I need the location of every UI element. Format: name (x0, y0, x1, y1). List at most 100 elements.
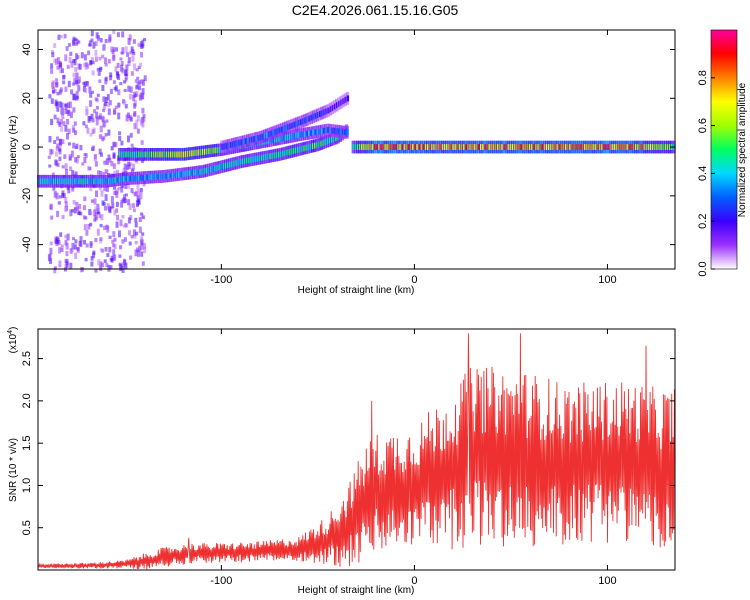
spectrogram-noise-cell (84, 124, 88, 129)
spectrogram-noise-cell (116, 32, 120, 38)
spectrogram-noise-cell (56, 143, 60, 148)
spectrogram-noise-cell (109, 75, 113, 81)
spectrogram-noise-cell (61, 139, 65, 145)
spectrogram-noise-cell (109, 72, 113, 78)
spectrogram-noise-cell (58, 148, 62, 155)
spectrogram-noise-cell (123, 69, 127, 76)
spectrogram-noise-cell (137, 65, 141, 70)
spectrogram-noise-cell (56, 65, 60, 70)
spectrogram-noise-cell (114, 142, 118, 148)
spectrogram-noise-cell (90, 255, 94, 261)
snr-multiplier: (x104) (7, 327, 19, 354)
snr-xtick-label: -100 (210, 575, 232, 587)
spectrogram-noise-cell (67, 186, 71, 194)
spectrogram-xlabel: Height of straight line (km) (298, 285, 415, 296)
spectrogram-noise-cell (120, 202, 124, 208)
spectrogram-noise-cell (83, 240, 86, 245)
spectrogram-noise-cell (64, 86, 68, 92)
snr-series-line (37, 333, 675, 570)
spectrogram-noise-cell (89, 92, 93, 98)
spectrogram-noise-cell (66, 118, 70, 125)
spectrogram-noise-cell (115, 190, 119, 195)
spectrogram-noise-cell (112, 243, 115, 248)
spectrogram-noise-cell (58, 101, 62, 108)
spectrogram-noise-cell (59, 62, 63, 69)
spectrogram-noise-cell (114, 85, 118, 92)
snr-xlabel: Height of straight line (km) (298, 585, 415, 596)
spectrogram-noise-cell (118, 131, 122, 136)
snr-xtick-label: 100 (598, 575, 616, 587)
spectrogram-noise-cell (58, 247, 62, 254)
spectrogram-noise-cell (115, 169, 119, 177)
spectrogram-ridge-cell (308, 115, 311, 122)
spectrogram-noise-cell (59, 87, 63, 93)
spectrogram-noise-cell (61, 113, 65, 120)
spectrogram-noise-cell (132, 208, 136, 213)
spectrogram-noise-cell (105, 262, 109, 268)
spectrogram-noise-cell (55, 192, 59, 200)
spectrogram-noise-cell (85, 243, 89, 248)
spectrogram-noise-cell (83, 156, 87, 164)
spectrogram-noise-cell (95, 119, 99, 126)
spectrogram-noise-cell (139, 187, 143, 193)
spectrogram-noise-cell (53, 140, 57, 144)
spectrogram-noise-cell (80, 266, 83, 273)
spectrogram-noise-cell (74, 130, 77, 135)
spectrogram-noise-cell (93, 215, 97, 220)
snr-multiplier-exp: 4 (7, 330, 14, 334)
spectrogram-ylabel: Frequency (Hz) (8, 116, 19, 185)
colorbar: 0.0 0.2 0.4 0.6 0.8 Normalized spectral ampl… (697, 29, 748, 277)
spectrogram-noise-cell (123, 88, 127, 93)
spectrogram-noise-cell (133, 122, 137, 130)
spectrogram-noise-cell (64, 109, 68, 115)
spectrogram-noise-cell (65, 169, 68, 175)
spectrogram-noise-cell (103, 160, 107, 165)
spectrogram-ridge-cell (297, 132, 300, 139)
spectrogram-noise-cell (56, 210, 60, 218)
spectrogram-noise-cell (57, 239, 61, 245)
colorbar-gradient (711, 30, 737, 269)
spectrogram-noise-cell (143, 242, 146, 250)
spectrogram-noise-cell (97, 259, 101, 266)
spectrogram-noise-cell (62, 121, 66, 127)
spectrogram-noise-cell (70, 61, 74, 68)
spectrogram-noise-cell (137, 198, 141, 205)
spectrogram-noise-cell (85, 81, 89, 87)
spectrogram-noise-cell (95, 190, 98, 198)
spectrogram-noise-cell (74, 252, 78, 260)
spectrogram-noise-cell (61, 165, 65, 169)
spectrogram-noise-cell (54, 58, 58, 65)
spectrogram-noise-cell (75, 201, 79, 206)
spectrogram-noise-cell (79, 240, 83, 248)
spectrogram-noise-cell (89, 132, 93, 137)
spectrogram-noise-cell (55, 101, 59, 109)
spectrogram-noise-cell (124, 46, 128, 53)
spectrogram-noise-cell (134, 217, 138, 223)
spectrogram-noise-cell (98, 134, 102, 139)
spectrogram-ridge-cell (346, 95, 350, 102)
spectrogram-ytick-label: 20 (21, 92, 33, 104)
spectrogram-noise-cell (128, 230, 131, 236)
spectrogram-noise-cell (98, 265, 102, 271)
spectrogram-noise-cell (55, 82, 59, 88)
spectrogram-noise-cell (83, 224, 87, 231)
spectrogram-noise-cell (94, 161, 98, 167)
spectrogram-noise-cell (138, 226, 142, 234)
spectrogram-noise-cell (127, 199, 131, 206)
spectrogram-ridge-cell (286, 149, 289, 156)
spectrogram-noise-cell (52, 187, 56, 191)
spectrogram-noise-cell (71, 186, 75, 192)
spectrogram-noise-cell (113, 209, 117, 216)
spectrogram-noise-cell (106, 101, 110, 108)
colorbar-tick-label: 0.4 (697, 166, 709, 181)
spectrogram-noise-cell (64, 197, 68, 204)
spectrogram-noise-cell (77, 211, 81, 215)
spectrogram-noise-cell (64, 54, 68, 62)
spectrogram-noise-cell (136, 115, 140, 122)
spectrogram-noise-cell (137, 250, 140, 257)
spectrogram-noise-cell (111, 202, 115, 209)
spectrogram-noise-cell (90, 30, 94, 37)
spectrogram-noise-cell (118, 135, 122, 141)
spectrogram-noise-cell (125, 193, 128, 197)
spectrogram-noise-cell (75, 80, 79, 84)
